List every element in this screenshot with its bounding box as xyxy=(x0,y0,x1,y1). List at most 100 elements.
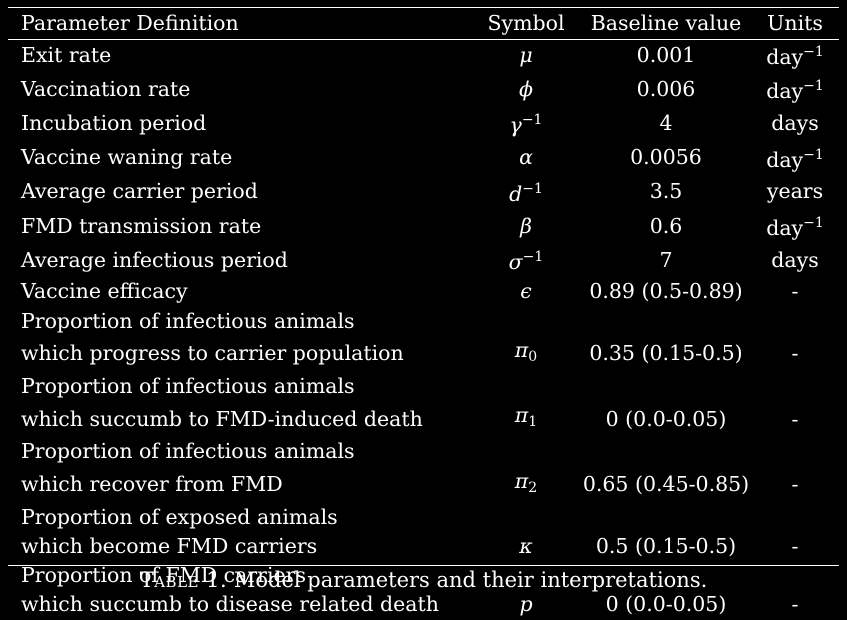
parameter-definition: Proportion of exposed animals xyxy=(21,504,338,529)
parameter-units-cell xyxy=(751,372,847,401)
parameter-units: - xyxy=(791,472,799,497)
table-row: FMD transmission rate β 0.6 day−1 xyxy=(0,209,847,243)
parameter-symbol: π0 xyxy=(514,337,537,365)
parameter-symbol: μ xyxy=(519,43,532,67)
parameter-units-cell: - xyxy=(751,532,847,561)
parameter-units: days xyxy=(771,110,819,135)
parameter-units-cell: - xyxy=(751,277,847,306)
parameter-units-cell: day−1 xyxy=(751,209,847,243)
parameter-units: - xyxy=(791,341,799,366)
parameter-units: day xyxy=(766,79,804,104)
parameter-baseline-value: 3.5 xyxy=(649,179,683,204)
table-row: which progress to carrier population π0 0.… xyxy=(0,336,847,372)
table-bottom-rule xyxy=(8,565,839,566)
parameter-symbol-superscript: −1 xyxy=(522,249,544,266)
parameter-units: - xyxy=(791,406,799,431)
parameter-symbol-base: μ xyxy=(519,42,533,67)
parameter-symbol: π2 xyxy=(514,468,538,496)
parameter-baseline-value: 4 xyxy=(659,110,673,135)
parameter-symbol-cell: π1 xyxy=(471,401,581,437)
parameter-definition: Incubation period xyxy=(21,110,207,135)
table-row: which recover from FMD π2 0.65 (0.45-0.85)… xyxy=(0,467,847,503)
parameter-baseline-value xyxy=(581,307,751,336)
parameter-units-superscript: −1 xyxy=(803,44,824,60)
parameter-definition: Average carrier period xyxy=(21,179,258,204)
parameter-baseline-value: 0.5 (0.15-0.5) xyxy=(595,534,737,559)
caption-text: Model parameters and their interpretatio… xyxy=(233,568,708,592)
parameter-units: days xyxy=(771,247,819,272)
parameter-baseline-value: 0.0056 xyxy=(630,145,702,170)
header-baseline: Baseline value xyxy=(590,11,742,35)
parameter-symbol: γ−1 xyxy=(509,112,543,138)
parameter-baseline-value: 0.001 xyxy=(636,42,696,67)
table-header-rule xyxy=(8,39,839,40)
header-definition: Parameter Definition xyxy=(21,11,239,35)
parameter-definition: Average infectious period xyxy=(21,247,288,272)
parameter-symbol-cell: d−1 xyxy=(471,175,581,209)
parameter-units: day xyxy=(766,216,804,241)
parameter-symbol-base: π xyxy=(514,468,529,493)
parameter-symbol-base: κ xyxy=(519,534,533,559)
parameter-symbol-cell: σ−1 xyxy=(471,243,581,277)
parameter-units: - xyxy=(791,534,799,559)
parameter-baseline-value: 0.006 xyxy=(636,76,696,101)
table-row: Vaccine waning rate α 0.0056 day−1 xyxy=(0,141,847,175)
parameter-symbol-cell xyxy=(471,503,581,532)
parameter-units: day xyxy=(766,45,804,69)
parameter-symbol-cell: ϕ xyxy=(471,72,581,106)
parameter-symbol: π1 xyxy=(515,403,538,431)
parameter-symbol-base: γ xyxy=(509,113,522,138)
table-row: Proportion of infectious animals xyxy=(0,372,847,401)
parameter-symbol: p xyxy=(519,592,532,616)
parameter-definition: Vaccine efficacy xyxy=(21,279,188,304)
parameter-symbol-subscript: 2 xyxy=(528,479,538,496)
table-row: Average carrier period d−1 3.5 years xyxy=(0,175,847,209)
parameter-symbol-base: d xyxy=(509,181,523,206)
parameter-units: - xyxy=(791,592,799,617)
parameter-baseline-value xyxy=(581,372,751,401)
parameter-units-superscript: −1 xyxy=(803,78,824,95)
parameter-definition: which become FMD carriers xyxy=(21,534,318,559)
table-row: which become FMD carriers κ 0.5 (0.15-0.5)… xyxy=(0,532,847,561)
parameter-symbol-cell: β xyxy=(471,209,581,243)
table-body: Exit rate μ 0.001 day−1 Vaccination rate ϕ 0.0… xyxy=(0,38,847,620)
parameter-definition: which recover from FMD xyxy=(21,472,283,497)
parameter-symbol-subscript: 1 xyxy=(528,414,538,431)
table-caption: Table 1. Model parameters and their inte… xyxy=(0,566,847,595)
parameter-symbol-superscript: −1 xyxy=(522,180,543,197)
parameter-definition: Proportion of infectious animals xyxy=(21,308,355,333)
caption-label: Table 1. xyxy=(139,568,228,592)
parameter-units-cell xyxy=(751,307,847,336)
parameter-symbol-cell: μ xyxy=(471,38,581,72)
parameter-definition: Exit rate xyxy=(21,42,112,67)
parameter-symbol-base: α xyxy=(519,145,533,170)
header-symbol: Symbol xyxy=(487,11,565,35)
parameter-definition: Vaccine waning rate xyxy=(21,145,233,170)
parameter-baseline-value xyxy=(581,503,751,532)
parameter-symbol-base: π xyxy=(514,337,529,362)
header-units: Units xyxy=(767,11,823,35)
parameter-symbol-base: β xyxy=(520,213,532,238)
table-row: Incubation period γ−1 4 days xyxy=(0,106,847,140)
table-row: Proportion of infectious animals xyxy=(0,307,847,336)
parameter-units-cell xyxy=(751,503,847,532)
parameter-symbol: β xyxy=(520,214,532,238)
parameter-symbol: κ xyxy=(519,534,532,558)
parameter-baseline-value: 0.35 (0.15-0.5) xyxy=(589,341,743,366)
parameter-units-cell: day−1 xyxy=(751,72,847,106)
table-row: Vaccine efficacy ϵ 0.89 (0.5-0.89) - xyxy=(0,277,847,306)
table-top-rule xyxy=(8,7,839,8)
parameter-symbol: ϕ xyxy=(519,77,533,101)
parameter-definition: Proportion of FMD carriers xyxy=(21,563,306,588)
parameter-units-cell: - xyxy=(751,401,847,437)
parameter-baseline-value: 7 xyxy=(659,247,673,272)
parameter-units-superscript: −1 xyxy=(803,215,824,232)
parameter-symbol-cell: γ−1 xyxy=(471,106,581,140)
parameter-symbol-base: p xyxy=(519,592,533,617)
parameter-symbol-cell: π2 xyxy=(471,467,581,503)
parameter-symbol-cell: κ xyxy=(471,532,581,561)
parameter-baseline-value: 0.65 (0.45-0.85) xyxy=(582,472,750,497)
parameter-symbol: d−1 xyxy=(509,180,543,206)
parameter-units: years xyxy=(766,179,824,204)
table-row: Average infectious period σ−1 7 days xyxy=(0,243,847,277)
